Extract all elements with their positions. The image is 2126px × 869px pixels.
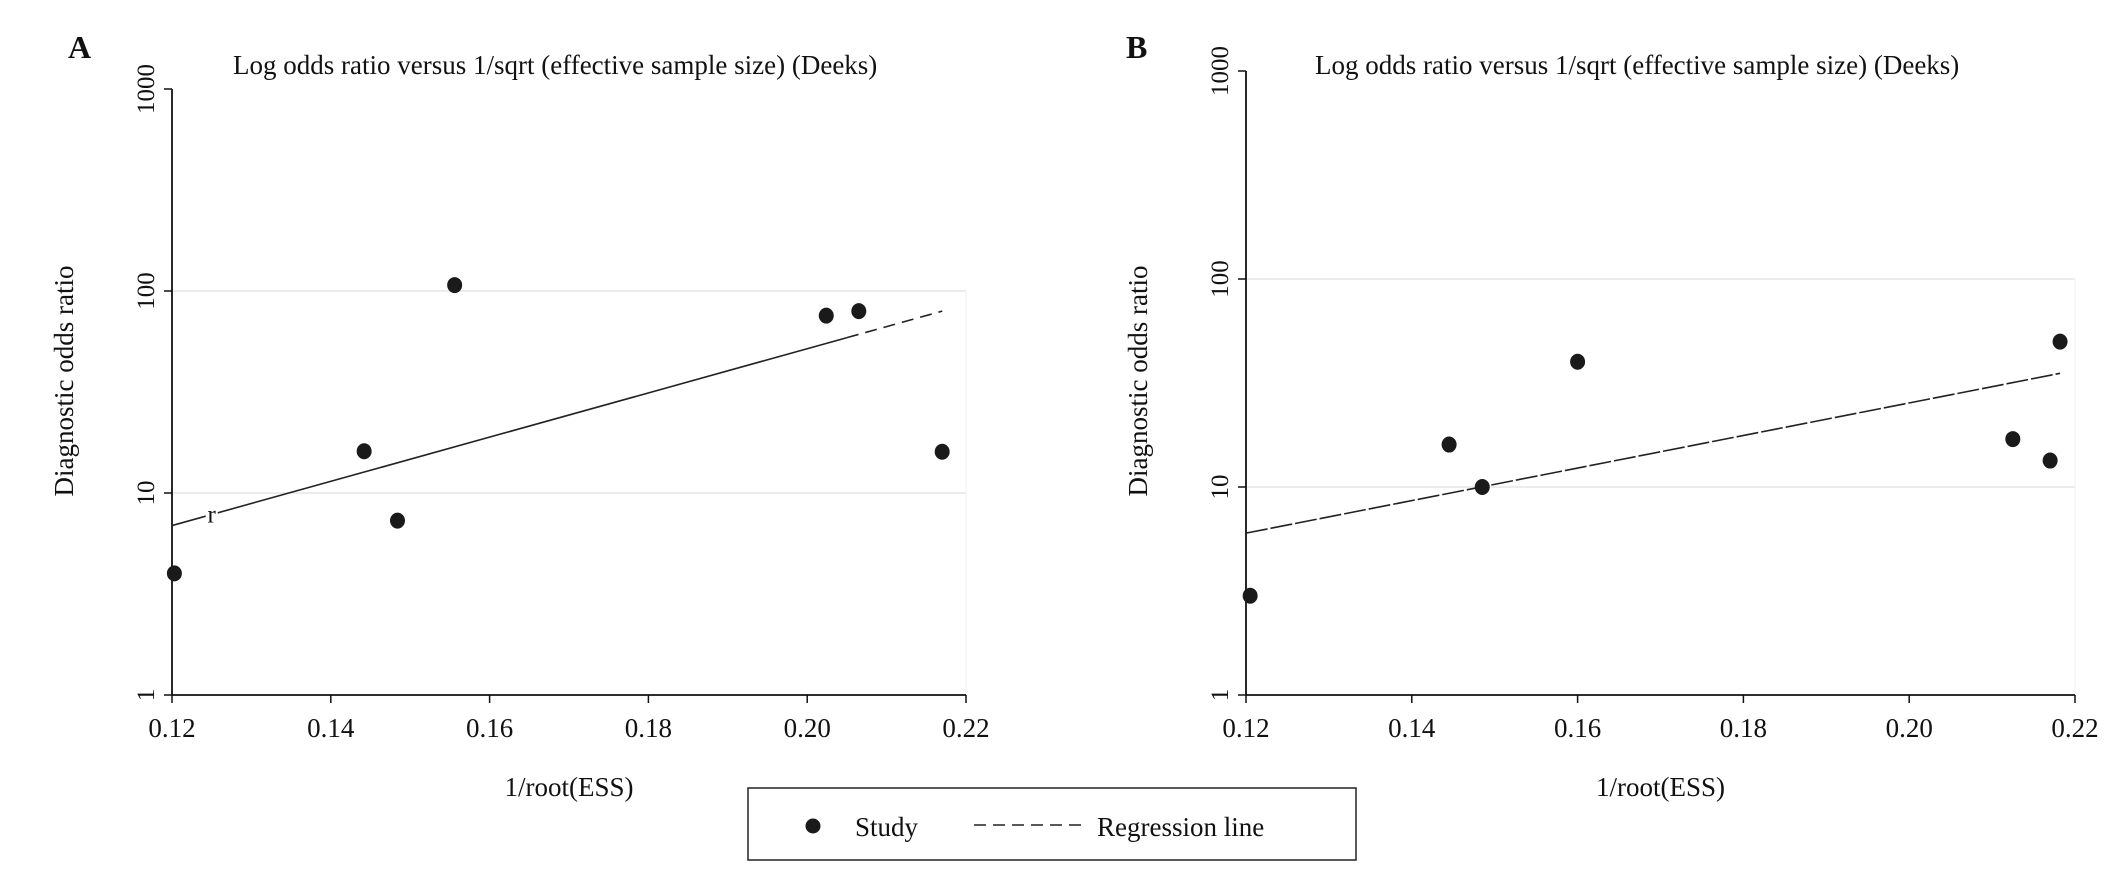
panel-b: B Log odds ratio versus 1/sqrt (effective… bbox=[1123, 29, 2099, 802]
legend: Study Regression line bbox=[747, 787, 1357, 861]
annotation-bg bbox=[205, 502, 218, 525]
x-tick-label: 0.16 bbox=[1554, 713, 1601, 743]
x-tick-label: 0.12 bbox=[1222, 713, 1269, 743]
legend-study-marker bbox=[805, 818, 821, 834]
study-point bbox=[1570, 353, 1586, 370]
study-point bbox=[851, 303, 867, 320]
x-axis-title: 1/root(ESS) bbox=[504, 772, 633, 802]
study-point bbox=[2005, 431, 2021, 448]
x-tick-label: 0.14 bbox=[307, 713, 355, 743]
x-tick-label: 0.16 bbox=[466, 713, 513, 743]
y-axis-title: Diagnostic odds ratio bbox=[49, 266, 79, 497]
x-tick-label: 0.14 bbox=[1388, 713, 1436, 743]
y-tick-label: 10 bbox=[1207, 475, 1234, 500]
study-point bbox=[1441, 436, 1457, 453]
y-tick-label: 1 bbox=[133, 689, 160, 702]
panel-label: A bbox=[68, 29, 91, 65]
x-tick-label: 0.12 bbox=[148, 713, 195, 743]
study-point bbox=[389, 512, 405, 529]
x-tick-label: 0.18 bbox=[625, 713, 672, 743]
panel-a: A Log odds ratio versus 1/sqrt (effective… bbox=[49, 29, 990, 802]
chart-title: Log odds ratio versus 1/sqrt (effective … bbox=[1315, 50, 1959, 80]
study-point bbox=[1474, 479, 1490, 495]
regression-line bbox=[1245, 372, 2061, 534]
legend-regression-label: Regression line bbox=[1097, 812, 1264, 842]
x-tick-label: 0.18 bbox=[1720, 713, 1767, 743]
legend-study-label: Study bbox=[855, 812, 919, 842]
regression-line bbox=[171, 310, 943, 527]
y-tick-label: 1000 bbox=[133, 64, 160, 114]
study-point bbox=[447, 277, 463, 294]
regression-annotation: r bbox=[208, 501, 217, 528]
x-tick-label: 0.20 bbox=[1886, 713, 1933, 743]
y-tick-label: 10 bbox=[133, 481, 160, 506]
legend-box bbox=[747, 787, 1357, 861]
chart-title: Log odds ratio versus 1/sqrt (effective … bbox=[233, 50, 877, 80]
x-tick-label: 0.20 bbox=[784, 713, 831, 743]
regression-line-dashed-tail bbox=[846, 310, 943, 339]
study-point bbox=[356, 443, 372, 460]
study-point bbox=[2042, 452, 2058, 469]
study-point bbox=[818, 307, 834, 324]
y-tick-label: 100 bbox=[133, 272, 160, 310]
y-tick-label: 1 bbox=[1207, 689, 1234, 702]
x-axis-title: 1/root(ESS) bbox=[1596, 772, 1725, 802]
y-axis-title: Diagnostic odds ratio bbox=[1123, 266, 1153, 497]
y-tick-label: 100 bbox=[1207, 260, 1234, 298]
x-tick-label: 0.22 bbox=[2051, 713, 2098, 743]
study-point bbox=[2052, 333, 2068, 350]
study-point bbox=[1242, 587, 1258, 604]
study-point bbox=[934, 443, 950, 460]
x-tick-label: 0.22 bbox=[942, 713, 989, 743]
y-tick-label: 1000 bbox=[1207, 46, 1234, 96]
study-point bbox=[166, 565, 182, 582]
panel-label: B bbox=[1126, 29, 1147, 65]
